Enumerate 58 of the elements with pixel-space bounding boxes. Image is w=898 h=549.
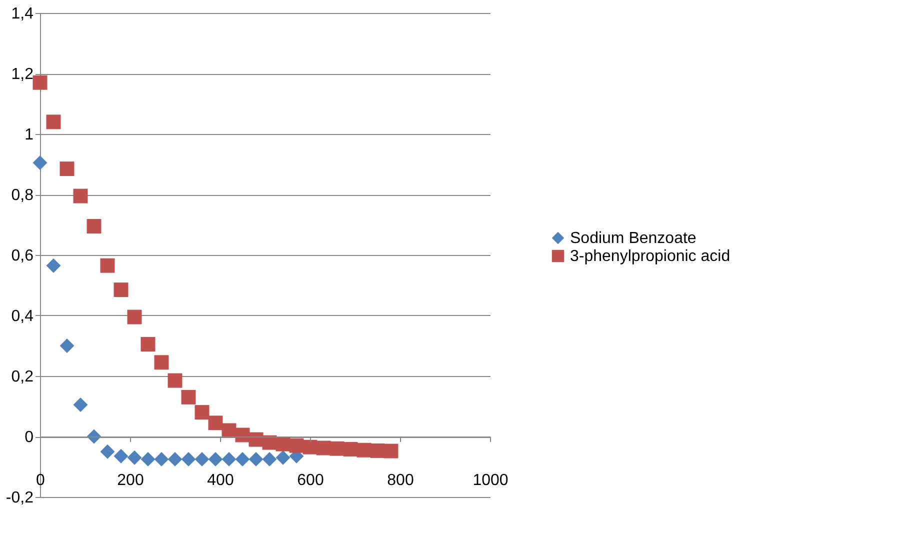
point — [356, 442, 372, 458]
point — [60, 162, 74, 176]
point — [168, 452, 182, 466]
point — [32, 155, 48, 170]
point — [235, 452, 250, 466]
point — [60, 338, 74, 353]
point — [289, 438, 304, 453]
point — [194, 405, 210, 420]
point — [181, 452, 196, 466]
x-tick-label: 1000 — [472, 472, 508, 489]
point — [248, 452, 264, 466]
point — [140, 336, 156, 352]
point — [302, 440, 318, 454]
point — [127, 310, 142, 324]
point — [100, 258, 115, 273]
point — [140, 452, 156, 466]
point — [114, 282, 128, 298]
legend-label: 3-phenylpropionic acid — [570, 248, 730, 265]
x-tick-label: 0 — [36, 472, 46, 489]
point — [154, 355, 169, 370]
point — [86, 219, 102, 234]
point — [384, 444, 398, 458]
y-tick-label: -0,2 — [6, 490, 34, 506]
point — [276, 436, 290, 452]
point — [276, 450, 290, 465]
point — [154, 452, 169, 466]
point — [46, 258, 61, 273]
y-tick-label: 1,4 — [11, 6, 34, 22]
x-tick-label: 400 — [207, 472, 234, 489]
x-tick-label: 800 — [387, 472, 414, 489]
point — [343, 442, 358, 456]
point — [127, 450, 142, 465]
point — [316, 440, 331, 456]
point — [370, 443, 385, 458]
y-tick-label: 1 — [24, 126, 34, 144]
point — [73, 397, 88, 412]
point — [208, 452, 223, 466]
y-tick-label: 0,2 — [11, 368, 34, 386]
point — [330, 441, 344, 456]
point — [100, 444, 115, 459]
x-tick-label: 200 — [117, 472, 144, 489]
x-tick-label: 600 — [297, 472, 324, 489]
point — [262, 452, 277, 466]
point — [181, 390, 196, 404]
y-tick-label: 1,2 — [11, 66, 34, 83]
point — [114, 448, 128, 464]
y-tick-label: 0,4 — [11, 308, 34, 325]
point — [222, 452, 236, 466]
y-tick-label: 0,8 — [11, 187, 34, 204]
point — [168, 373, 182, 388]
point — [46, 114, 61, 130]
point — [32, 75, 48, 90]
legend-label: Sodium Benzoate — [570, 230, 696, 247]
y-tick-label: 0,6 — [11, 248, 34, 264]
point — [208, 416, 223, 430]
y-tick-label: 0 — [24, 429, 34, 446]
point — [73, 188, 88, 204]
point — [194, 452, 210, 466]
